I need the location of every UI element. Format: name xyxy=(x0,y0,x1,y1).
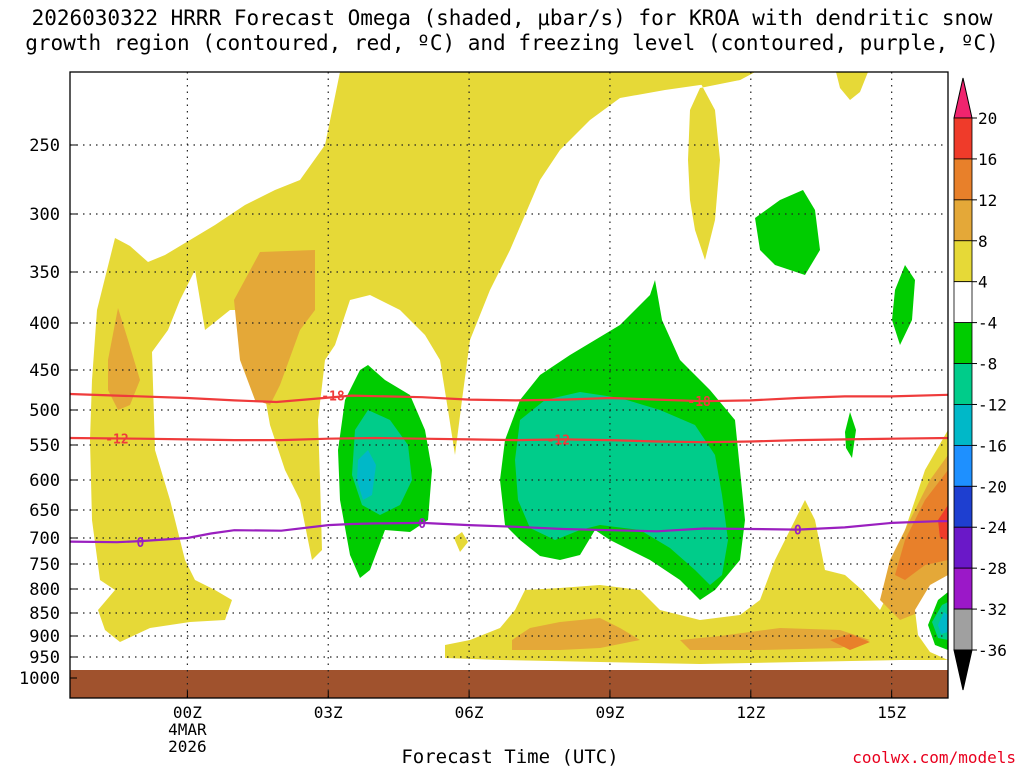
y-tick-label-250: 250 xyxy=(29,136,60,156)
contour-label-0: 0 xyxy=(137,536,145,551)
contour-label--12: -12 xyxy=(105,433,128,448)
colorbar-label--8: -8 xyxy=(978,355,997,374)
title-line-1: 2026030322 HRRR Forecast Omega (shaded, … xyxy=(31,6,993,30)
omega-darkorange-low xyxy=(830,634,870,650)
contour-label--18: -18 xyxy=(687,395,711,410)
y-tick-label-750: 750 xyxy=(29,555,60,575)
colorbar-label-12: 12 xyxy=(978,191,997,210)
omega-green-upper-right xyxy=(755,190,820,275)
colorbar-label--32: -32 xyxy=(978,600,1007,619)
omega-yellow-region-upper-right xyxy=(640,72,755,260)
omega-red-right xyxy=(938,505,948,540)
y-tick-label-1000: 1000 xyxy=(19,669,60,689)
contour-line-0 xyxy=(70,520,948,544)
omega-yellow-small-mid xyxy=(454,532,468,552)
colorbar-label-4: 4 xyxy=(978,273,988,292)
colorbar-bin-11 xyxy=(953,526,973,569)
chart-title: 2026030322 HRRR Forecast Omega (shaded, … xyxy=(0,6,1024,56)
omega-orange-low-band xyxy=(512,618,640,650)
y-tick-label-900: 900 xyxy=(29,627,60,647)
omega-yellow-region-main xyxy=(90,72,755,642)
colorbar-label--16: -16 xyxy=(978,436,1007,455)
colorbar-bottom-arrow xyxy=(953,649,973,691)
colorbar-label-20: 20 xyxy=(978,109,997,128)
y-axis: 250 300 350 400 450 500 550 600 650 700 750 800 850 9… xyxy=(19,136,77,689)
colorbar-bin-5 xyxy=(953,281,973,324)
omega-orange-low-right xyxy=(680,628,870,650)
x-tick-label-00Z: 00Z xyxy=(173,703,202,722)
y-tick-label-350: 350 xyxy=(29,263,60,283)
x-tick-label-12Z: 12Z xyxy=(736,703,765,722)
y-tick-label-300: 300 xyxy=(29,205,60,225)
contour-lines: -18 -18 -12 -12 0 0 0 xyxy=(70,390,948,551)
colorbar-bin-13 xyxy=(953,608,973,651)
omega-cyan-bottom-right xyxy=(938,612,948,634)
contour-label-0: 0 xyxy=(418,517,426,532)
colorbar-label--20: -20 xyxy=(978,477,1007,496)
contour-label--18: -18 xyxy=(321,390,345,405)
x-tick-label-03Z: 03Z xyxy=(314,703,343,722)
y-tick-label-850: 850 xyxy=(29,604,60,624)
y-tick-label-550: 550 xyxy=(29,436,60,456)
colorbar-bin-2 xyxy=(953,158,973,201)
surface-fill xyxy=(70,670,948,698)
x-tick-label-09Z: 09Z xyxy=(595,703,624,722)
contour-line--18 xyxy=(70,392,948,404)
omega-green-tiny-right xyxy=(845,412,856,458)
contour-label--12: -12 xyxy=(547,433,570,448)
x-axis-title: Forecast Time (UTC) xyxy=(401,746,619,768)
colorbar-bin-8 xyxy=(953,404,973,446)
colorbar-label--4: -4 xyxy=(978,314,997,333)
x-tick-date: 4MAR xyxy=(168,720,207,739)
colorbar-label--36: -36 xyxy=(978,641,1007,660)
y-tick-label-650: 650 xyxy=(29,501,60,521)
y-tick-label-800: 800 xyxy=(29,580,60,600)
colorbar-bin-1 xyxy=(953,117,973,160)
colorbar-bin-9 xyxy=(953,444,973,487)
contour-label-0: 0 xyxy=(794,524,802,539)
colorbar-bin-12 xyxy=(953,567,973,610)
y-tick-label-400: 400 xyxy=(29,314,60,334)
plot-frame xyxy=(69,71,949,699)
colorbar-bin-4 xyxy=(953,240,973,283)
colorbar-label-16: 16 xyxy=(978,150,997,169)
x-tick-year: 2026 xyxy=(168,737,207,756)
omega-green-small-right xyxy=(892,265,915,345)
colorbar-bin-7 xyxy=(953,363,973,405)
omega-yellow-low-band xyxy=(445,430,948,664)
omega-darkorange-right xyxy=(895,470,948,580)
y-tick-label-500: 500 xyxy=(29,401,60,421)
omega-cyan-left xyxy=(357,450,376,500)
title-line-2: growth region (contoured, red, ºC) and f… xyxy=(25,31,999,55)
y-tick-label-950: 950 xyxy=(29,648,60,668)
colorbar-bin-10 xyxy=(953,485,973,528)
colorbar-label--12: -12 xyxy=(978,395,1007,414)
colorbar-label-8: 8 xyxy=(978,232,988,251)
x-tick-label-15Z: 15Z xyxy=(877,703,906,722)
colorbar-top-arrow xyxy=(953,77,973,119)
colorbar-label--28: -28 xyxy=(978,559,1007,578)
x-tick-label-06Z: 06Z xyxy=(455,703,484,722)
y-tick-label-700: 700 xyxy=(29,529,60,549)
credit-text: coolwx.com/models xyxy=(852,748,1016,767)
y-tick-label-600: 600 xyxy=(29,471,60,491)
colorbar-bin-3 xyxy=(953,199,973,242)
colorbar-label--24: -24 xyxy=(978,518,1007,537)
omega-yellow-small-top xyxy=(836,72,868,100)
y-tick-label-450: 450 xyxy=(29,361,60,381)
contour-line--12 xyxy=(70,436,948,444)
omega-orange-mid xyxy=(234,250,315,405)
colorbar: 20 16 12 8 4 -4 -8 -12 -16 -20 -24 -28 -32 -36 xyxy=(953,77,1007,691)
colorbar-bin-6 xyxy=(953,322,973,364)
grid-vertical xyxy=(186,72,893,698)
omega-orange-left xyxy=(108,308,140,410)
